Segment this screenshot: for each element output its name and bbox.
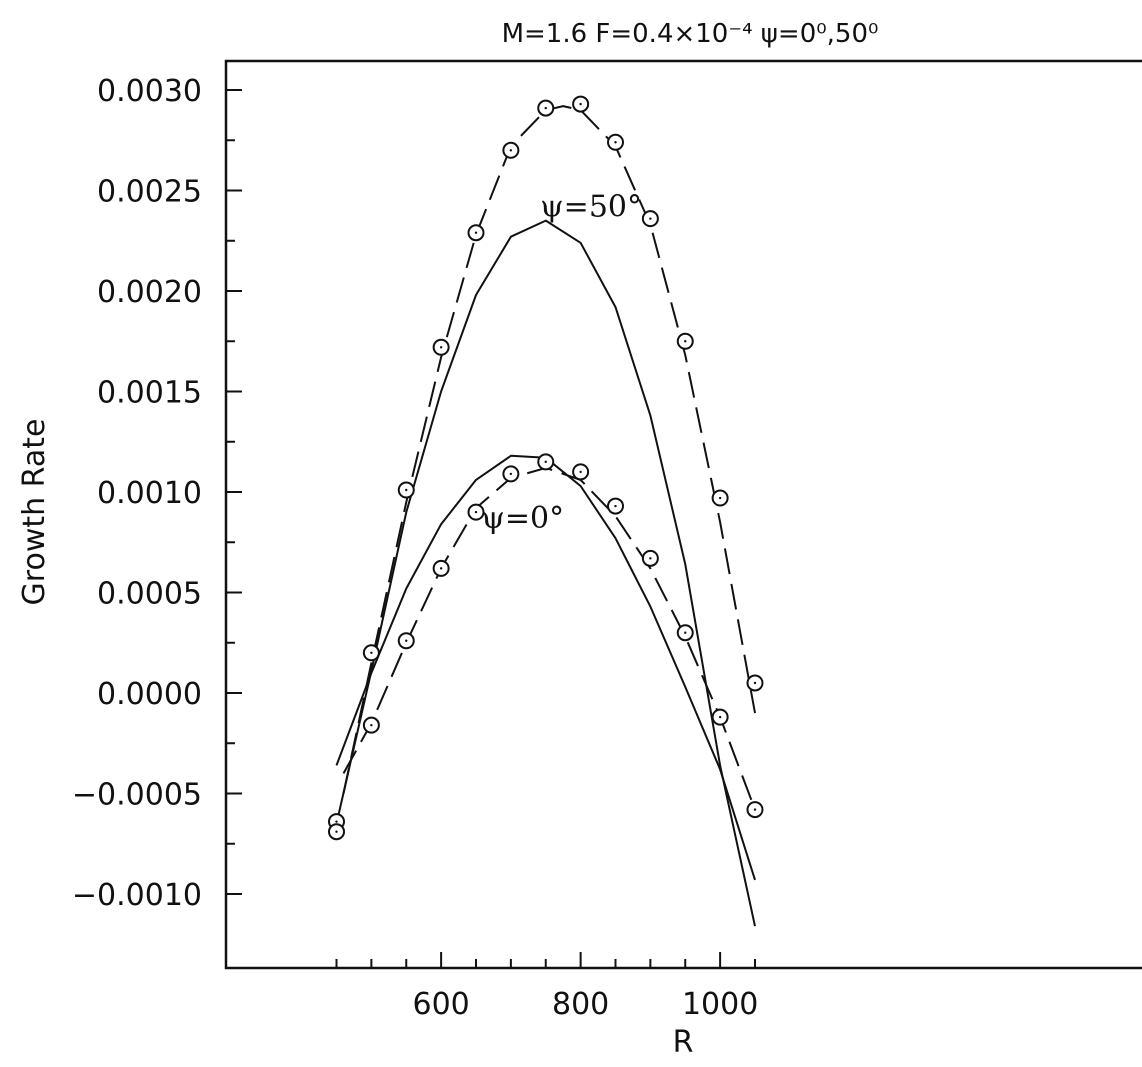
- data-point-center: [718, 496, 722, 500]
- data-point-center: [649, 557, 652, 560]
- curve-annotation: ψ=0°: [481, 501, 564, 536]
- data-point-center: [335, 830, 338, 833]
- data-point-center: [544, 460, 547, 464]
- data-point-center: [753, 681, 757, 685]
- x-tick-label: 800: [552, 987, 609, 1022]
- data-point-center: [718, 715, 722, 719]
- y-axis: −0.0010 −0.0005 0.0000 0.0005 0.0010 0.0015 0.…: [72, 74, 242, 913]
- y-tick-label: 0.0015: [97, 376, 202, 411]
- data-point-center: [509, 472, 513, 476]
- markers-layer: [328, 95, 764, 841]
- y-tick-label: 0.0020: [97, 275, 202, 310]
- data-point-center: [579, 470, 582, 474]
- y-tick-label: 0.0000: [97, 677, 202, 712]
- data-point-center: [439, 567, 443, 570]
- annotations: ψ=50° ψ=0°: [481, 190, 642, 537]
- data-point-center: [614, 141, 617, 144]
- data-point-center: [370, 651, 373, 654]
- data-point-center: [509, 149, 513, 152]
- plot-frame: [224, 59, 1142, 970]
- data-point-center: [474, 231, 478, 234]
- data-point-center: [544, 106, 547, 110]
- y-tick-label: 0.0025: [97, 175, 202, 210]
- y-tick-label: −0.0005: [72, 778, 202, 813]
- data-point-center: [579, 102, 582, 106]
- x-tick-label: 1000: [682, 987, 758, 1022]
- data-point-center: [335, 820, 338, 823]
- y-tick-label: 0.0010: [97, 476, 202, 511]
- data-point-center: [684, 340, 687, 343]
- data-point-center: [753, 808, 757, 811]
- curve-annotation: ψ=50°: [540, 190, 642, 225]
- data-point-center: [649, 217, 652, 220]
- x-tick-label: 600: [412, 987, 469, 1022]
- y-tick-label: 0.0030: [97, 74, 202, 109]
- x-axis: 600 800 1000: [335, 952, 758, 1022]
- data-point-center: [405, 488, 408, 492]
- data-point-center: [474, 510, 478, 514]
- data-point-center: [684, 631, 687, 634]
- chart-title: M=1.6 F=0.4×10⁻⁴ ψ=0⁰,50⁰: [502, 19, 879, 49]
- plot-border: [224, 59, 1142, 970]
- data-point-center: [614, 504, 617, 508]
- dashed-fit-line: [342, 105, 756, 794]
- y-axis-label: Growth Rate: [17, 419, 52, 606]
- data-point-center: [439, 346, 443, 349]
- data-point-center: [405, 639, 408, 642]
- y-tick-label: −0.0010: [72, 878, 202, 913]
- data-point-center: [370, 723, 373, 727]
- y-tick-label: 0.0005: [97, 577, 202, 612]
- solid-curve-line: [335, 219, 756, 927]
- x-axis-label: R: [673, 1025, 694, 1060]
